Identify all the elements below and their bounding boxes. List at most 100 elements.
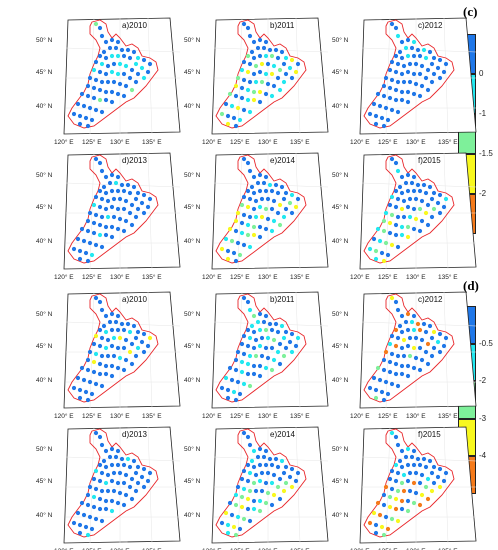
station-dot (393, 160, 399, 166)
station-dot (413, 490, 419, 496)
station-dot (251, 224, 257, 230)
station-dot (277, 341, 283, 347)
station-dot (251, 89, 257, 95)
station-dot (113, 319, 119, 325)
station-dot (411, 500, 417, 506)
station-dot (279, 458, 285, 464)
map-panel: b)2011 50° N 45° N 40° N 120° E 125° E 130° E 1… (178, 280, 338, 420)
station-dot (99, 335, 105, 341)
station-dot (241, 107, 247, 113)
station-dot (383, 349, 389, 355)
station-dot (417, 345, 423, 351)
station-dot (399, 329, 405, 335)
station-dot (387, 359, 393, 365)
panel-title: a)2010 (122, 21, 147, 30)
station-dot (241, 516, 247, 522)
station-dot (93, 212, 99, 218)
station-dot (139, 65, 145, 71)
longitude-label: 120° E (54, 412, 74, 420)
station-dot (127, 484, 133, 490)
station-dot (437, 349, 443, 355)
colorbar-tick-label: -2 (479, 189, 487, 198)
station-dot (233, 123, 239, 129)
station-dot (257, 363, 263, 369)
station-dot (131, 323, 137, 329)
station-dot (241, 242, 247, 248)
station-dot (263, 53, 269, 59)
grid-line (295, 17, 301, 135)
station-dot (115, 327, 121, 333)
station-dot (415, 321, 421, 327)
station-dot (125, 456, 131, 462)
station-dot (379, 524, 385, 530)
station-dot (97, 299, 103, 305)
station-dot (77, 121, 83, 127)
station-dot (269, 53, 275, 59)
station-dot (225, 530, 231, 536)
station-dot (429, 61, 435, 67)
station-dot (79, 500, 85, 506)
station-dot (371, 101, 377, 107)
station-dot (271, 492, 277, 498)
station-dot (233, 228, 239, 234)
station-dot (129, 496, 135, 502)
station-dot (411, 188, 417, 194)
station-dot (147, 470, 153, 476)
station-dot (405, 53, 411, 59)
longitude-label: 125° E (230, 138, 250, 146)
station-dot (411, 365, 417, 371)
station-dot (135, 345, 141, 351)
station-dot (109, 99, 115, 105)
station-dot (93, 107, 99, 113)
station-dot (93, 242, 99, 248)
latitude-label: 45° N (184, 477, 201, 485)
station-dot (389, 486, 395, 492)
station-dot (267, 456, 273, 462)
station-dot (383, 210, 389, 216)
station-dot (121, 206, 127, 212)
station-dot (381, 502, 387, 508)
station-dot (411, 313, 417, 319)
station-dot (257, 508, 263, 514)
station-dot (251, 506, 257, 512)
group-label-c: (c) (463, 4, 478, 19)
station-dot (259, 488, 265, 494)
station-dot (141, 192, 147, 198)
station-dot (389, 21, 395, 27)
station-dot (147, 335, 153, 341)
station-dot (83, 389, 89, 395)
station-dot (383, 105, 389, 111)
station-dot (245, 232, 251, 238)
station-dot (377, 377, 383, 383)
station-dot (265, 81, 271, 87)
station-dot (219, 520, 225, 526)
station-dot (405, 508, 411, 514)
station-dot (247, 79, 253, 85)
station-dot (109, 373, 115, 379)
station-dot (101, 323, 107, 329)
station-dot (263, 39, 269, 45)
station-dot (97, 53, 103, 59)
station-dot (119, 321, 125, 327)
latitude-label: 40° N (332, 237, 349, 245)
station-dot (241, 381, 247, 387)
colorbar-tick-label: 0 (479, 69, 484, 78)
station-dot (87, 240, 93, 246)
station-dot (239, 202, 245, 208)
station-dot (145, 204, 151, 210)
longitude-label: 120° E (202, 138, 222, 146)
station-dot (105, 488, 111, 494)
latitude-label: 40° N (36, 237, 53, 245)
station-dot (241, 333, 247, 339)
station-dot (265, 216, 271, 222)
station-dot (103, 363, 109, 369)
longitude-label: 130° E (406, 138, 426, 146)
station-dot (437, 75, 443, 81)
station-dot (147, 61, 153, 67)
station-dot (105, 353, 111, 359)
station-dot (375, 500, 381, 506)
longitude-label: 130° E (406, 273, 426, 281)
station-dot (251, 480, 257, 486)
station-dot (103, 480, 109, 486)
station-dot (399, 174, 405, 180)
